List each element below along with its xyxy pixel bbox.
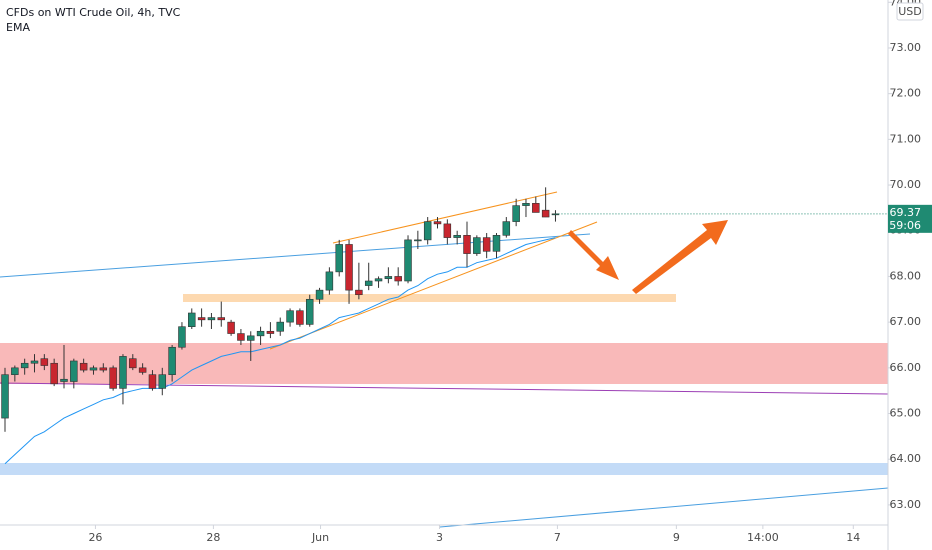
candle-body	[266, 330, 275, 334]
y-tick-label: 72.00	[890, 87, 922, 100]
candle-body	[148, 374, 157, 389]
plot	[1, 187, 888, 465]
candle-body	[482, 237, 491, 252]
resistance-zone	[0, 343, 888, 384]
y-tick-label: 68.00	[890, 269, 922, 282]
candle-body	[296, 310, 304, 325]
bar-countdown: 59:06	[889, 219, 921, 232]
candle-body	[79, 362, 88, 371]
candle-body	[394, 276, 402, 282]
candle-body	[11, 367, 19, 375]
candle-body	[541, 209, 550, 218]
candle-body	[89, 367, 98, 371]
x-tick-label: 26	[88, 531, 102, 544]
candle-body	[99, 367, 108, 371]
candle-body	[374, 278, 383, 282]
candle-body	[247, 335, 255, 341]
candle-body	[345, 244, 353, 291]
x-tick-label: 3	[436, 531, 443, 544]
y-tick-label: 66.00	[890, 361, 922, 374]
candle-body	[50, 362, 58, 385]
x-tick-label: 7	[554, 531, 561, 544]
level-band	[183, 294, 676, 302]
y-tick-label: 70.00	[890, 178, 922, 191]
candle-body	[404, 239, 412, 282]
candle-body	[473, 237, 481, 254]
candle-body	[168, 346, 176, 375]
last-price-label: 69.37	[890, 206, 922, 219]
candle-body	[1, 374, 9, 419]
x-tick-label: 14:00	[747, 531, 779, 544]
candle-body	[40, 358, 49, 366]
drawings	[0, 191, 889, 528]
candle-body	[355, 289, 363, 296]
currency-box	[896, 2, 924, 21]
axes: 63.0064.0065.0066.0067.0068.0069.0070.00…	[88, 0, 932, 544]
candle-body	[463, 235, 471, 254]
trend-line	[0, 233, 591, 278]
arrow	[568, 220, 728, 294]
y-tick-label: 65.00	[890, 407, 922, 420]
candle-body	[60, 378, 68, 382]
candle-body	[443, 223, 452, 238]
y-tick-label: 71.00	[890, 132, 922, 145]
candle-body	[30, 360, 39, 364]
candle-body	[129, 358, 137, 369]
candle-body	[217, 317, 226, 321]
support-zone	[0, 463, 888, 475]
candle-body	[188, 312, 196, 327]
candle-body	[158, 374, 167, 389]
candle-body	[414, 239, 422, 242]
x-tick-label: 28	[206, 531, 220, 544]
candle-body	[286, 310, 294, 323]
candle-body	[453, 235, 461, 238]
candle-body	[433, 221, 442, 225]
trend-line	[439, 487, 889, 528]
trend-line	[0, 382, 889, 395]
candle-body	[197, 317, 206, 321]
candle-body	[138, 367, 147, 373]
candle-body	[325, 271, 334, 291]
candle-body	[502, 221, 511, 236]
y-tick-label: 67.00	[890, 315, 922, 328]
x-tick-label: 14	[846, 531, 860, 544]
x-tick-label: 9	[673, 531, 680, 544]
candle-body	[276, 321, 284, 332]
chart-title: CFDs on WTI Crude Oil, 4h, TVC	[6, 6, 181, 19]
channel-line	[269, 221, 598, 350]
candle-body	[492, 235, 501, 252]
candle-body	[20, 362, 29, 369]
candle-body	[119, 356, 127, 389]
currency: USD	[898, 5, 922, 18]
candle-body	[256, 330, 265, 337]
candle-body	[237, 333, 245, 341]
y-tick-label: 64.00	[890, 452, 922, 465]
candle-body	[207, 317, 216, 321]
y-tick-label: 73.00	[890, 41, 922, 54]
candle-body	[227, 321, 235, 334]
candle-body	[70, 360, 78, 382]
ema-line	[4, 237, 556, 465]
candle-body	[335, 244, 343, 273]
y-tick-label: 63.00	[890, 498, 922, 511]
candle-body	[305, 298, 314, 325]
candle-body	[512, 205, 520, 222]
candle-body	[364, 280, 373, 286]
x-tick-label: Jun	[311, 531, 329, 544]
last-price-box	[888, 204, 932, 233]
candle-body	[522, 203, 530, 206]
candle-body	[315, 289, 324, 300]
indicator-name: EMA	[6, 21, 30, 34]
candle-body	[532, 203, 540, 213]
candle-body	[109, 367, 117, 389]
channel-line	[332, 191, 558, 244]
candle-body	[384, 276, 393, 280]
candle-body	[423, 221, 432, 241]
candle-body	[178, 326, 186, 348]
